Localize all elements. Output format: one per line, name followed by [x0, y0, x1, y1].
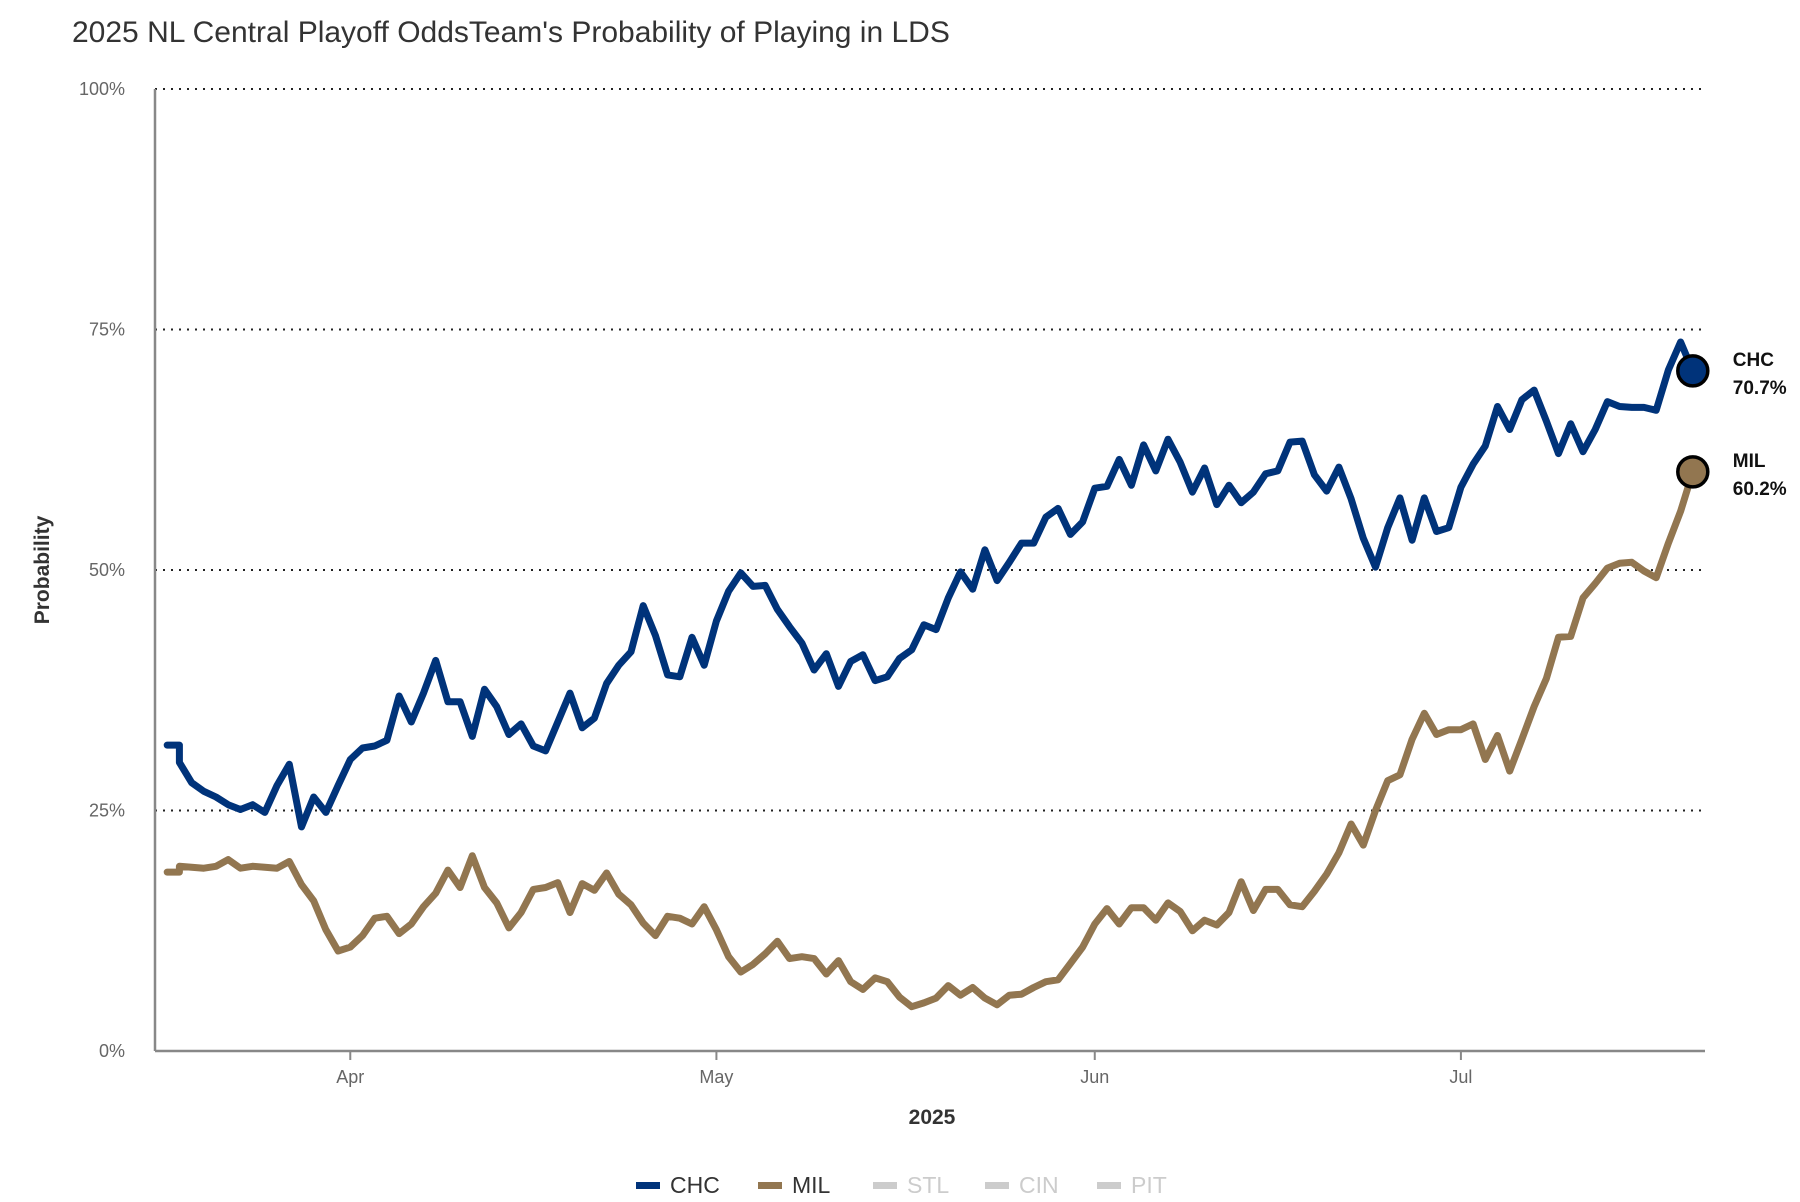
legend-item-cin[interactable]: CIN — [985, 1172, 1059, 1199]
y-tick-label: 100% — [79, 79, 125, 99]
end-marker-mil[interactable] — [1676, 455, 1710, 489]
legend-item-pit[interactable]: PIT — [1097, 1172, 1167, 1199]
legend: CHC MIL STL CIN PIT — [0, 1172, 1800, 1202]
legend-label: CIN — [1019, 1172, 1059, 1198]
series-end-markers: CHC 70.7% MIL 60.2% — [1676, 350, 1787, 500]
chart-title: 2025 NL Central Playoff OddsTeam's Proba… — [72, 16, 950, 49]
legend-label: CHC — [670, 1172, 720, 1198]
y-tick-label: 0% — [99, 1041, 125, 1061]
legend-swatch — [1097, 1182, 1121, 1189]
end-label-name: CHC — [1733, 350, 1774, 371]
y-axis-ticks: 0% 25% 50% 75% 100% — [79, 79, 125, 1061]
legend-item-mil[interactable]: MIL — [758, 1172, 830, 1199]
end-label-value: 70.7% — [1733, 378, 1787, 399]
x-axis-label: 2025 — [909, 1106, 956, 1129]
legend-swatch — [636, 1182, 660, 1189]
y-tick-label: 25% — [89, 801, 125, 821]
legend-label: STL — [907, 1172, 950, 1198]
gridlines — [155, 88, 1705, 812]
legend-swatch — [758, 1182, 782, 1189]
legend-swatch — [985, 1182, 1009, 1189]
series-line-mil[interactable] — [163, 468, 1697, 1011]
y-tick-label: 50% — [89, 560, 125, 580]
x-tick-label: Apr — [336, 1067, 364, 1087]
x-tick-label: Jun — [1080, 1067, 1109, 1087]
legend-item-chc[interactable]: CHC — [636, 1172, 720, 1199]
x-axis-ticks: Apr May Jun Jul — [336, 1051, 1472, 1087]
legend-label: MIL — [792, 1172, 831, 1198]
end-marker-chc[interactable] — [1676, 354, 1710, 388]
legend-label: PIT — [1131, 1172, 1167, 1198]
end-label-name: MIL — [1733, 451, 1766, 472]
series-line-chc[interactable] — [163, 338, 1697, 831]
x-tick-label: May — [699, 1067, 733, 1087]
end-label-value: 60.2% — [1733, 479, 1787, 500]
x-tick-label: Jul — [1449, 1067, 1472, 1087]
y-tick-label: 75% — [89, 320, 125, 340]
legend-item-stl[interactable]: STL — [873, 1172, 949, 1199]
y-axis-label: Probability — [31, 515, 54, 624]
series-lines — [163, 338, 1697, 1011]
legend-swatch — [873, 1182, 897, 1189]
line-chart: 0% 25% 50% 75% 100% Apr May Jun Jul 2025 Probab… — [31, 79, 1787, 1129]
